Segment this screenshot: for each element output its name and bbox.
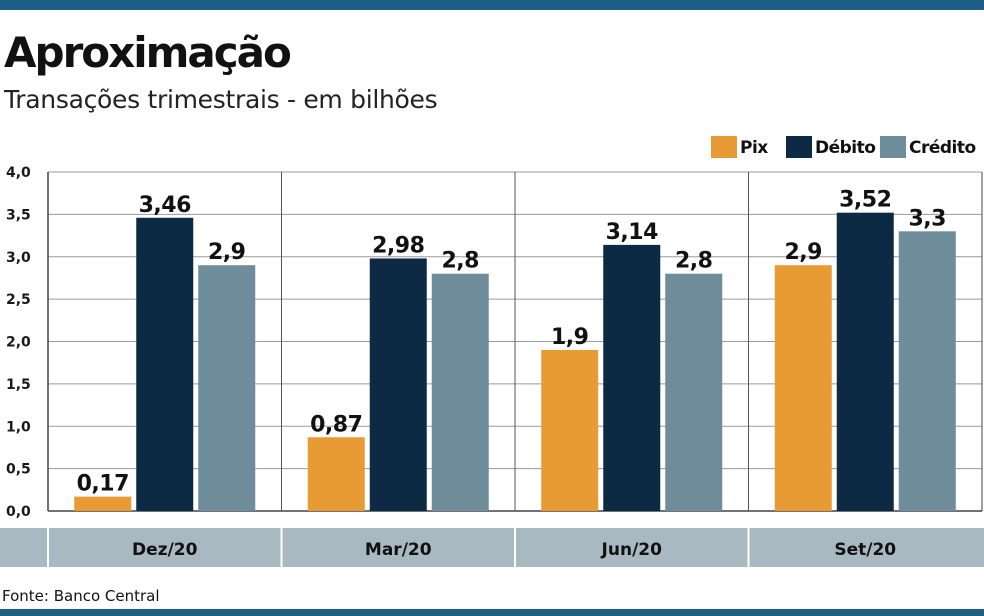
y-tick-label: 0,5	[6, 462, 31, 478]
bar	[307, 437, 365, 511]
chart-subtitle: Transações trimestrais - em bilhões	[4, 85, 438, 114]
legend-label: Crédito	[909, 138, 976, 158]
y-tick-label: 2,5	[6, 292, 31, 308]
data-label: 3,14	[606, 220, 658, 245]
data-label: 3,46	[139, 193, 191, 218]
bar	[898, 231, 956, 511]
data-label: 0,17	[77, 472, 129, 497]
x-tick-label: Mar/20	[365, 540, 432, 560]
x-tick-label: Dez/20	[132, 540, 198, 560]
bar	[836, 212, 894, 511]
data-label: 0,87	[310, 412, 362, 437]
y-tick-label: 1,0	[6, 419, 31, 435]
y-tick-label: 0,0	[6, 504, 31, 520]
data-label: 3,52	[839, 188, 891, 213]
y-tick-label: 3,5	[6, 207, 31, 223]
bar	[603, 244, 661, 511]
x-tick-label: Jun/20	[601, 540, 663, 560]
bar	[369, 258, 427, 511]
legend-label: Pix	[740, 138, 768, 158]
bottom-stripe	[0, 609, 984, 616]
data-label: 2,8	[442, 249, 479, 274]
legend-swatch	[786, 136, 812, 158]
bar	[198, 265, 256, 511]
chart-title: Aproximação	[4, 28, 292, 77]
bar	[74, 496, 132, 511]
data-label: 2,9	[785, 240, 822, 265]
data-label: 2,98	[372, 233, 424, 258]
y-tick-label: 3,0	[6, 250, 31, 266]
bar	[665, 273, 723, 511]
data-label: 1,9	[551, 325, 588, 350]
top-stripe	[0, 0, 984, 10]
legend-label: Débito	[815, 138, 875, 158]
source-note: Fonte: Banco Central	[2, 587, 160, 605]
x-tick-label: Set/20	[834, 540, 896, 560]
legend-swatch	[711, 136, 737, 158]
y-tick-label: 1,5	[6, 377, 31, 393]
data-label: 3,3	[909, 206, 946, 231]
y-tick-label: 2,0	[6, 335, 31, 351]
bar	[136, 217, 194, 511]
data-label: 2,9	[208, 240, 245, 265]
legend-swatch	[880, 136, 906, 158]
bar	[431, 273, 489, 511]
bar	[541, 349, 599, 511]
y-tick-label: 4,0	[6, 165, 31, 181]
bar	[774, 265, 832, 511]
data-label: 2,8	[675, 249, 712, 274]
category-axis-band	[0, 528, 984, 567]
